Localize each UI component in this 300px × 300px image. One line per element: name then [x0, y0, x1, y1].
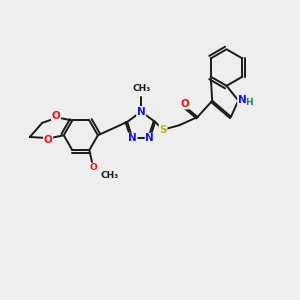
- Text: CH₃: CH₃: [100, 171, 118, 180]
- Text: N: N: [146, 134, 154, 143]
- Text: CH₃: CH₃: [132, 84, 150, 93]
- Text: S: S: [159, 125, 167, 135]
- Text: O: O: [52, 111, 60, 121]
- Text: N: N: [238, 94, 247, 105]
- Text: O: O: [89, 163, 97, 172]
- Text: H: H: [245, 98, 253, 107]
- Text: O: O: [44, 135, 52, 145]
- Text: O: O: [181, 99, 189, 109]
- Text: N: N: [128, 134, 137, 143]
- Text: N: N: [137, 107, 146, 117]
